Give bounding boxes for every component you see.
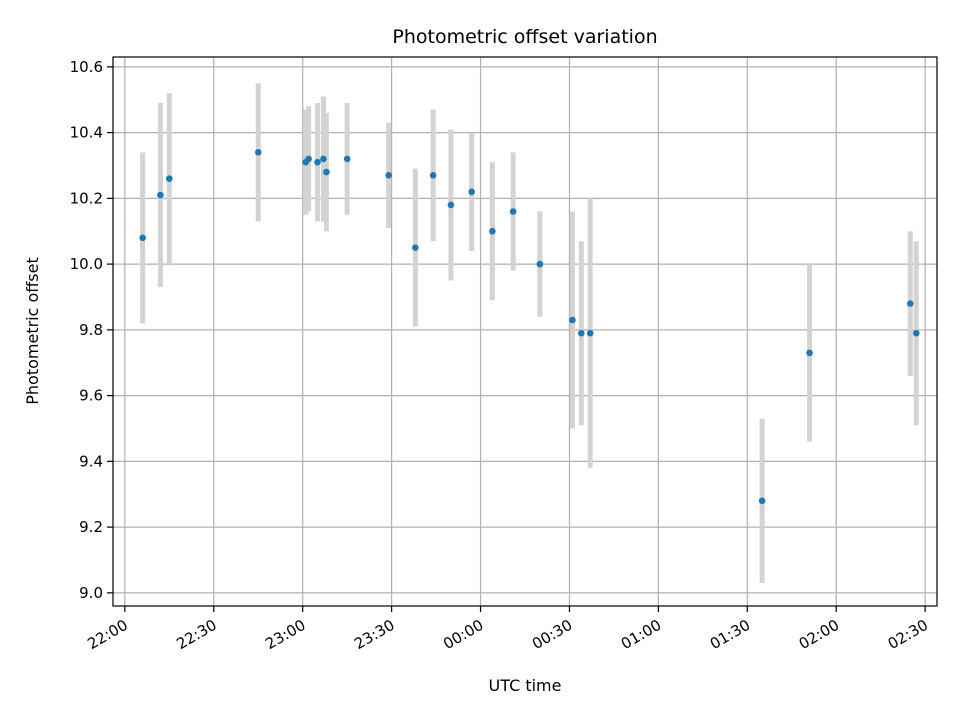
- data-point: [343, 155, 351, 163]
- y-tick-label: 9.0: [79, 584, 103, 602]
- data-point: [578, 329, 585, 337]
- y-axis-ticks: 9.0 9.2 9.4 9.6 9.8 10.0 10.2 10.4 10.6: [70, 58, 113, 602]
- data-point: [907, 300, 914, 307]
- y-tick-label: 10.4: [70, 124, 103, 142]
- data-point: [758, 497, 766, 505]
- data-point: [806, 349, 813, 357]
- data-point: [323, 168, 330, 176]
- y-tick-label: 10.2: [70, 189, 103, 207]
- y-tick-label: 10.0: [70, 255, 103, 273]
- data-point: [320, 155, 327, 163]
- grid-layer: [113, 57, 937, 606]
- data-point: [536, 260, 544, 268]
- chart-title: Photometric offset variation: [392, 26, 657, 48]
- y-tick-label: 9.2: [79, 518, 103, 536]
- plot-frame: [112, 56, 938, 607]
- data-point: [139, 234, 146, 242]
- data-point: [569, 316, 576, 324]
- data-point: [912, 329, 920, 337]
- data-point: [489, 227, 496, 235]
- data-point: [254, 149, 262, 156]
- data-point: [468, 188, 475, 196]
- data-point: [305, 155, 312, 163]
- data-point: [586, 329, 594, 337]
- data-point: [429, 172, 437, 179]
- data-point: [509, 208, 517, 215]
- x-axis-label: UTC time: [489, 676, 562, 695]
- data-point: [412, 244, 419, 251]
- y-tick-label: 9.6: [79, 387, 103, 405]
- y-tick-label: 9.4: [79, 452, 103, 470]
- y-tick-label: 10.6: [70, 58, 103, 76]
- point-layer: [139, 149, 920, 505]
- y-axis-label: Photometric offset: [23, 257, 42, 405]
- data-point: [447, 201, 455, 209]
- data-point: [166, 175, 173, 182]
- data-point: [314, 158, 321, 166]
- data-point: [385, 172, 392, 179]
- y-tick-label: 9.8: [79, 321, 103, 339]
- data-point: [157, 191, 164, 199]
